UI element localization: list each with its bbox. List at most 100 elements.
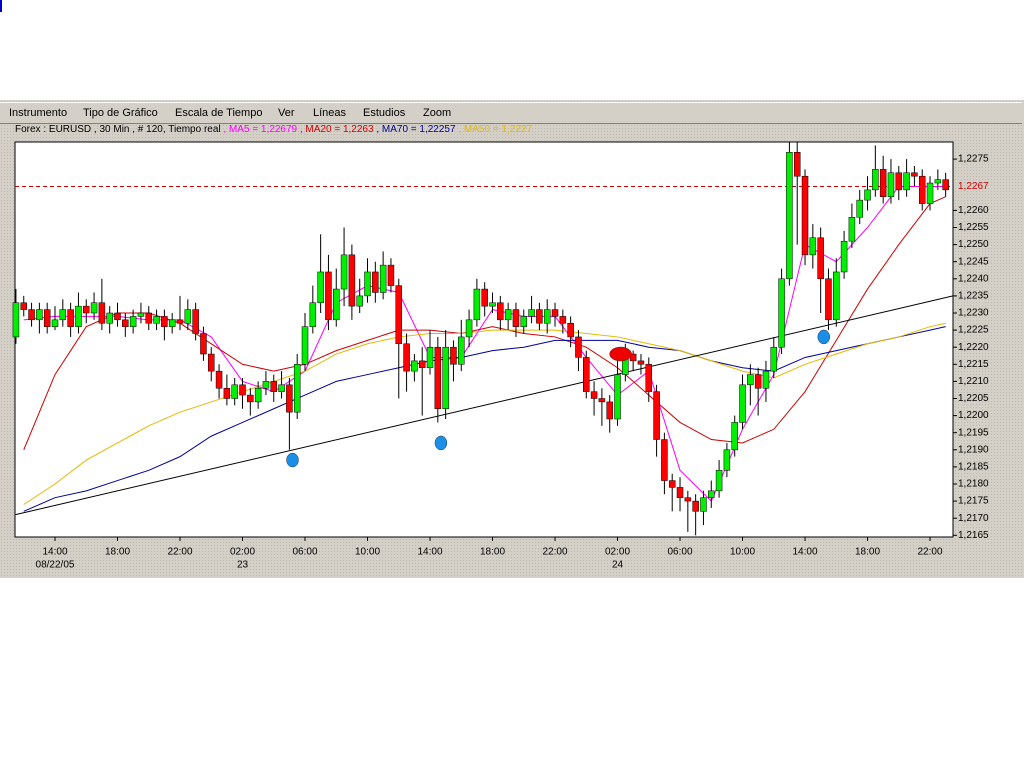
candle-body [708,490,715,498]
candle-body [481,288,488,307]
x-tick-label: 22:00 [543,547,568,558]
date-label: 23 [237,560,249,571]
candle-body [653,391,660,440]
signal-marker [286,452,299,468]
candle-body [575,336,582,358]
candle-body [247,394,254,403]
candle-body [614,374,621,420]
candle-body [934,179,942,184]
candle-body [254,387,262,403]
candle-body [411,360,418,372]
candle-body [262,381,270,389]
candle-body [864,189,871,201]
x-tick-label: 06:00 [668,547,693,558]
candle-body [114,312,121,321]
candle-body [278,384,285,392]
candle-body [473,288,481,321]
candle-body [43,309,51,327]
candle-body [51,319,59,327]
y-tick-label: 1,2220 [958,342,989,353]
menu-item[interactable]: Zoom [423,107,452,119]
candle-body [286,384,293,413]
candle-body [301,326,309,365]
candle-body [856,199,863,218]
candle-body [840,240,848,273]
candle-body [583,357,590,392]
candle-body [418,360,426,368]
y-tick-label: 1,2215 [958,359,989,370]
candle-body [426,346,434,368]
candle-body [184,309,192,324]
candle-body [379,264,387,293]
candle-body [801,175,809,256]
menu-item[interactable]: Líneas [313,107,347,119]
candle-body [106,312,113,324]
y-tick-label: 1,2175 [958,496,989,507]
y-tick-label: 1,2240 [958,273,989,284]
candle-body [231,384,238,399]
y-tick-label: 1,2260 [958,205,989,216]
y-tick-label: 1,2235 [958,291,989,302]
x-tick-label: 02:00 [605,547,630,558]
menu-item[interactable]: Estudios [363,107,406,119]
candle-body [364,271,371,297]
candle-body [504,309,512,321]
candle-body [848,216,856,242]
candle-body [497,302,504,321]
signal-marker [817,329,831,345]
y-tick-label: 1,2195 [958,427,989,438]
menu-item[interactable]: Ver [278,107,295,119]
y-tick-label: 1,2170 [958,513,989,524]
candle-body [528,309,535,317]
date-label: 08/22/05 [36,560,75,571]
candle-body [83,305,90,314]
candle-body [793,152,801,177]
y-tick-label: 1,2205 [958,393,989,404]
window-edge [0,0,2,12]
candle-body [442,346,449,410]
candle-body [879,169,887,197]
candle-body [75,305,82,327]
candle-body [90,302,98,314]
candle-body [372,271,379,293]
menu-item[interactable]: Tipo de Gráfico [83,107,158,119]
candle-body [926,182,934,204]
candle-body [786,152,793,280]
candle-body [309,302,317,327]
candle-body [161,316,168,327]
candle-body [395,285,403,345]
indicator: , MA70 = 1,22257 [373,124,456,135]
candle-body [20,302,28,310]
candle-body [684,497,692,502]
candle-body [606,401,613,420]
candle-body [325,271,332,321]
moving-average [23,326,946,512]
candle-body [700,497,707,512]
candle-body [137,312,145,317]
menu-item[interactable]: Escala de Tiempo [175,107,263,119]
candle-body [458,336,465,365]
candle-body [661,439,668,481]
candle-body [770,346,778,372]
candle-body [872,169,879,191]
candle-body [668,480,676,488]
x-tick-label: 18:00 [855,547,880,558]
indicator: , MA50 = 1,2227 [455,124,533,135]
candle-body [911,172,918,177]
candle-body [122,319,129,327]
candle-body [239,384,246,396]
y-tick-label: 1,2185 [958,462,989,473]
instrument: Forex : EURUSD , 30 Min , # 120, Tiempo … [15,124,221,135]
candle-body [543,309,551,324]
y-tick-label: 1,2200 [958,410,989,421]
candle-body [192,309,199,334]
candle-body [551,309,559,317]
candle-body [176,319,184,324]
candle-body [356,295,363,307]
candle-body [223,387,231,399]
candle-body [942,179,949,191]
menu-item[interactable]: Instrumento [9,107,68,119]
signal-marker [434,435,448,451]
